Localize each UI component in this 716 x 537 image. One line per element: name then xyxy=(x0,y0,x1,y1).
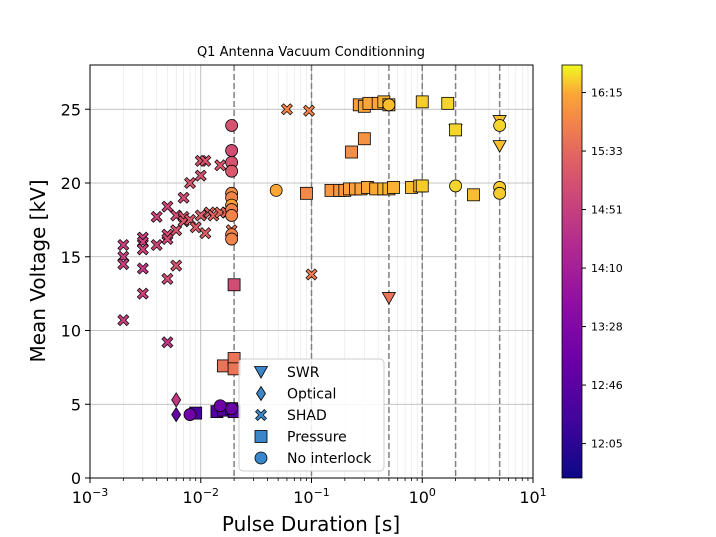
legend-label: SWR xyxy=(287,365,320,381)
x-tick-label: 10−3 xyxy=(72,486,109,507)
legend-marker-triangle-down xyxy=(253,366,269,379)
data-point-circle xyxy=(493,119,507,132)
data-point-circle xyxy=(225,402,239,416)
legend-label: Pressure xyxy=(287,430,347,446)
legend-marker-x xyxy=(255,409,267,421)
data-point-x xyxy=(136,262,149,275)
colorbar-tick-label: 13:28 xyxy=(591,321,623,334)
data-point-square xyxy=(415,95,429,109)
data-point-circle xyxy=(213,399,227,413)
data-point-circle xyxy=(225,119,239,132)
data-point-circle xyxy=(183,408,197,421)
data-point-circle xyxy=(225,144,239,157)
data-point-square xyxy=(227,362,241,376)
colorbar xyxy=(561,64,583,479)
legend-marker-square xyxy=(254,430,268,443)
data-point-square xyxy=(467,188,480,202)
y-tick-label: 25 xyxy=(61,100,81,119)
y-tick-label: 10 xyxy=(61,322,81,341)
legend-label: SHAD xyxy=(287,408,327,424)
data-point-x xyxy=(117,314,130,327)
data-point-x xyxy=(303,104,316,117)
colorbar-tick-label: 14:51 xyxy=(591,204,623,217)
y-axis-label: Mean Voltage [kV] xyxy=(26,179,50,362)
legend-marker-circle xyxy=(254,451,268,465)
legend-label: No interlock xyxy=(287,451,372,467)
x-tick-label: 10−1 xyxy=(293,486,330,507)
colorbar-tick-label: 15:33 xyxy=(591,145,623,158)
x-axis-ticks: 10−3 10−2 10−1 100 101 xyxy=(72,478,547,507)
colorbar-tick-label: 14:10 xyxy=(591,262,623,275)
data-point-x xyxy=(161,272,174,285)
scatter-markers xyxy=(117,95,507,423)
data-point-square xyxy=(357,132,371,146)
data-point-x xyxy=(177,191,190,204)
legend-marker-diamond xyxy=(256,385,266,402)
data-point-circle xyxy=(225,164,239,178)
data-point-x xyxy=(194,209,207,222)
data-point-circle xyxy=(225,209,239,222)
x-axis-label: Pulse Duration [s] xyxy=(222,512,400,536)
data-point-x xyxy=(136,243,149,256)
data-point-x xyxy=(199,154,212,167)
x-tick-label: 10−2 xyxy=(182,486,219,507)
data-point-square xyxy=(300,186,313,200)
data-point-square xyxy=(227,278,241,292)
data-point-x xyxy=(117,238,130,251)
data-point-circle xyxy=(493,186,507,200)
data-point-x xyxy=(117,258,130,271)
colorbar-tick-label: 12:05 xyxy=(591,438,623,451)
data-point-x xyxy=(280,103,293,116)
chart-title: Q1 Antenna Vacuum Conditionning xyxy=(197,45,425,60)
data-point-circle xyxy=(225,232,239,246)
legend-box xyxy=(238,358,385,472)
data-point-x xyxy=(199,227,212,240)
data-point-diamond xyxy=(171,392,182,408)
y-tick-label: 15 xyxy=(61,248,81,267)
data-point-triangle-down xyxy=(492,140,507,153)
colorbar-tick-label: 12:46 xyxy=(591,379,623,392)
data-point-diamond xyxy=(171,406,182,423)
y-tick-label: 20 xyxy=(61,174,81,193)
data-point-square xyxy=(441,96,455,110)
data-point-square xyxy=(415,179,429,193)
data-point-circle xyxy=(449,179,462,193)
data-point-x xyxy=(136,287,149,300)
data-point-x xyxy=(161,336,174,349)
colorbar-tick-label: 16:15 xyxy=(591,87,623,100)
y-tick-label: 0 xyxy=(71,469,81,488)
data-point-x xyxy=(194,169,207,182)
data-point-square xyxy=(345,145,358,159)
data-point-square xyxy=(216,359,230,373)
legend: SWR Optical SHAD Pressure No interlock xyxy=(238,358,385,472)
y-axis-ticks: 0 5 10 15 20 25 xyxy=(61,100,90,488)
legend-label: Optical xyxy=(287,387,336,403)
y-tick-label: 5 xyxy=(71,395,81,414)
data-point-x xyxy=(189,221,202,234)
data-point-triangle-down xyxy=(381,292,397,305)
data-point-x xyxy=(150,210,163,223)
data-point-x xyxy=(170,259,183,272)
data-point-circle xyxy=(382,98,396,112)
data-point-circle xyxy=(269,183,283,197)
data-point-square xyxy=(387,181,400,194)
x-tick-label: 101 xyxy=(519,486,546,507)
data-point-x xyxy=(305,268,318,281)
data-point-x xyxy=(150,238,163,251)
colorbar-ticks: 12:05 12:46 13:28 14:10 14:51 15:33 16:15 xyxy=(582,87,623,451)
data-point-x xyxy=(184,177,197,189)
data-point-square xyxy=(449,123,462,137)
x-tick-label: 100 xyxy=(409,486,436,507)
data-point-x xyxy=(214,159,227,172)
